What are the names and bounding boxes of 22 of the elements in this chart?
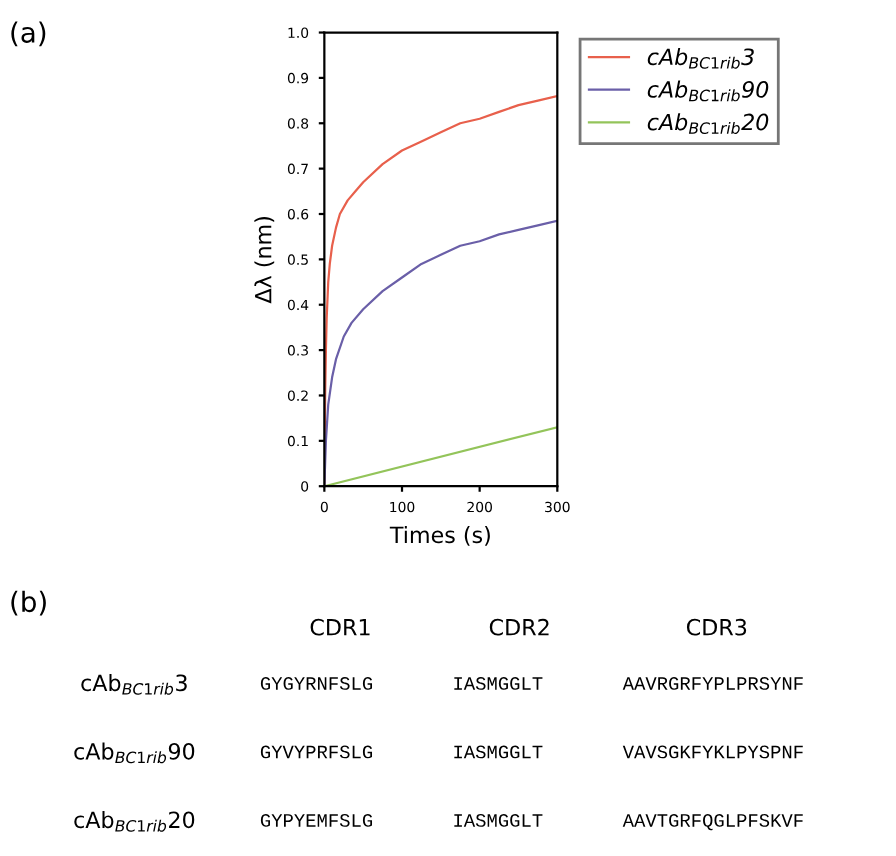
text: cAb$_{BC1rib}$90 — [74, 742, 195, 764]
text: CDR2 — [489, 618, 549, 636]
text: IASMGGLT — [454, 745, 543, 759]
text: CDR1 — [310, 618, 370, 636]
text: AAVTGRFQGLPFSKVF — [622, 814, 803, 831]
legend-label: cAb$_{BC1rib}$20 — [647, 113, 769, 134]
text: IASMGGLT — [454, 677, 543, 690]
text: VAVSGKFYKLPYSPNF — [622, 745, 803, 759]
text: (a) — [11, 21, 46, 47]
y-axis-title: Δλ (nm) — [254, 217, 275, 304]
text: GYPYEMFSLG — [260, 814, 373, 827]
text: (b) — [11, 590, 46, 616]
text: cAb$_{BC1rib}$20 — [74, 811, 195, 832]
legend-label: cAb$_{BC1rib}$90 — [647, 80, 769, 102]
text: cAb$_{BC1rib}$3 — [81, 674, 187, 695]
text: GYVYPRFSLG — [260, 745, 373, 759]
text: AAVRGRFYPLPRSYNF — [622, 677, 803, 690]
x-axis-title: Times (s) — [389, 526, 490, 546]
text: IASMGGLT — [454, 814, 543, 827]
text: CDR3 — [686, 618, 747, 636]
legend-label: cAb$_{BC1rib}$3 — [647, 47, 754, 69]
text: GYGYRNFSLG — [260, 677, 373, 690]
